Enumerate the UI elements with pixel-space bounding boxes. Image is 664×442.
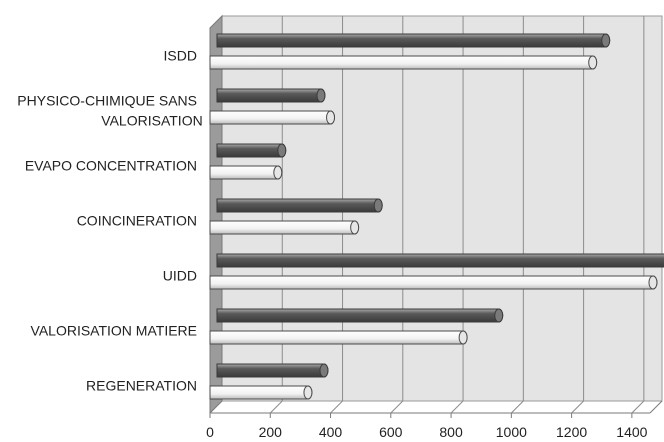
bar-series1-0: [216, 33, 611, 48]
x-tick-label: 1200: [556, 424, 587, 440]
bar-series1-2: [216, 143, 287, 158]
bar-cap-series2-2: [273, 165, 283, 180]
category-label-line: EVAPO CONCENTRATION: [25, 158, 197, 174]
bar-cap-series1-5: [494, 308, 504, 323]
category-labels: ISDD PHYSICO-CHIMIQUE SANS VALORISATION EVA…: [17, 48, 202, 394]
gridline-depth-1000: [510, 400, 524, 414]
bar-series1-1: [216, 88, 326, 103]
bar-series1-5: [216, 308, 504, 323]
x-tick-label: 200: [259, 424, 283, 440]
x-tick-label: 1400: [616, 424, 647, 440]
gridline-depth-200: [269, 400, 283, 414]
category-label-line: COINCINERATION: [77, 213, 197, 229]
category-label: EVAPO CONCENTRATION: [25, 158, 197, 174]
gridline-depth-800: [450, 400, 464, 414]
bar-series1-6: [216, 363, 329, 378]
category-label: PHYSICO-CHIMIQUE SANS VALORISATION: [17, 93, 202, 129]
bar-series2-1: [209, 110, 336, 125]
bar-cap-series2-5: [458, 330, 468, 345]
plot-background: [209, 14, 663, 415]
category-label-line: UIDD: [163, 268, 197, 284]
gridline-depth-1200: [571, 400, 584, 414]
x-tick-label: 600: [379, 424, 403, 440]
bar-series2-6: [209, 385, 313, 400]
x-tick-label: 800: [439, 424, 463, 440]
category-label-line: VALORISATION: [101, 113, 202, 129]
x-tick-label: 1000: [496, 424, 527, 440]
category-label-line: ISDD: [164, 48, 197, 64]
gridline-depth-400: [330, 400, 343, 414]
bar-cap-series2-3: [350, 220, 360, 235]
plot-side-floor: [209, 14, 223, 415]
bar-series1-3: [216, 198, 383, 213]
bar-cap-series2-6: [303, 385, 313, 400]
bar-cap-series2-4: [648, 275, 658, 290]
category-label-line: REGENERATION: [86, 378, 197, 394]
x-tick-labels: 0 200 400 600 800 1000 1200 1400: [206, 424, 648, 440]
bar-series2-4: [209, 275, 658, 290]
bar-cap-series1-1: [316, 88, 326, 103]
category-label: VALORISATION MATIERE: [31, 323, 197, 339]
bar-cap-series1-2: [277, 143, 287, 158]
gridline-depth-600: [390, 400, 404, 414]
bar-series2-5: [209, 330, 468, 345]
bar-series2-2: [209, 165, 283, 180]
bar-cap-series2-1: [326, 110, 336, 125]
bars: [209, 33, 664, 400]
category-label: ISDD: [164, 48, 197, 64]
bar-cap-series1-3: [373, 198, 383, 213]
category-label: REGENERATION: [86, 378, 197, 394]
bar-series1-4: [216, 253, 664, 268]
bar-cap-series1-0: [601, 33, 611, 48]
gridline-depth-1400: [631, 400, 645, 414]
x-axis-depth-line: [649, 400, 663, 414]
bar-series2-3: [209, 220, 360, 235]
category-label-line: VALORISATION MATIERE: [31, 323, 197, 339]
x-tick-label: 400: [319, 424, 343, 440]
bar-cap-series2-0: [588, 55, 598, 70]
bar-cap-series1-6: [319, 363, 329, 378]
bar-series2-0: [209, 55, 598, 70]
x-tick-label: 0: [206, 424, 214, 440]
category-label: COINCINERATION: [77, 213, 197, 229]
category-label-line: PHYSICO-CHIMIQUE SANS: [17, 93, 197, 109]
category-label: UIDD: [163, 268, 197, 284]
